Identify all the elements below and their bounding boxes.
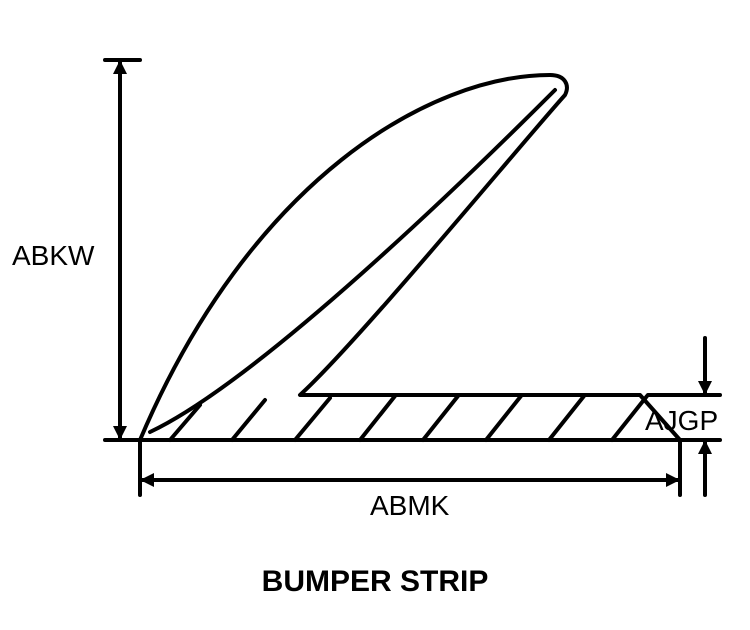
label-ajgp: AJGP — [645, 405, 718, 437]
figure-title: BUMPER STRIP — [0, 565, 750, 599]
diagram-canvas: BUMPER STRIP ABKW ABMK AJGP — [0, 0, 750, 630]
label-abmk: ABMK — [370, 490, 449, 522]
label-abkw: ABKW — [12, 240, 94, 272]
diagram-svg — [0, 0, 750, 630]
